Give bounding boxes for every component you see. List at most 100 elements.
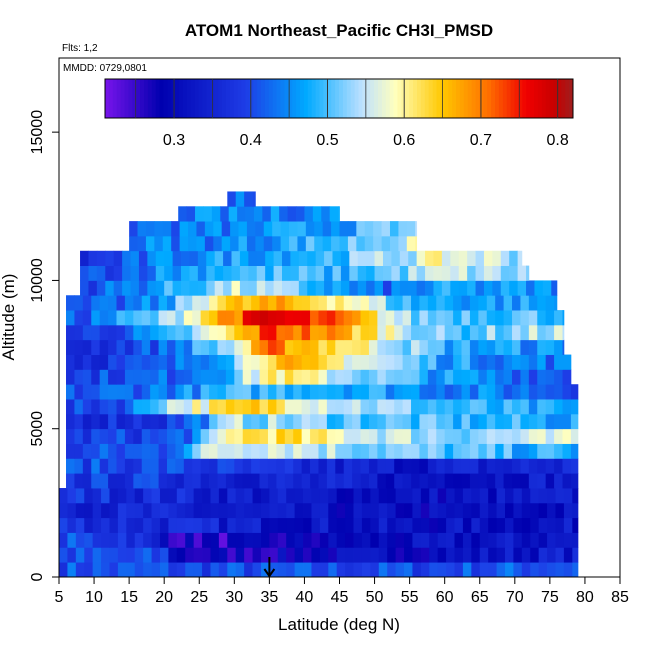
heatmap-cell: [310, 399, 319, 415]
heatmap-cell: [495, 443, 504, 459]
heatmap-cell: [310, 473, 319, 489]
heatmap-cell: [441, 265, 451, 281]
heatmap-cell: [280, 235, 290, 252]
heatmap-cell: [293, 473, 303, 489]
heatmap-cell: [276, 339, 286, 355]
heatmap-cell: [175, 310, 185, 326]
heatmap-cell: [151, 532, 161, 548]
colorbar-swatch: [456, 79, 461, 118]
heatmap-cell: [318, 473, 328, 489]
x-tick-label: 85: [611, 589, 629, 606]
heatmap-cell: [467, 250, 476, 266]
heatmap-cell: [427, 324, 437, 341]
heatmap-cell: [318, 458, 328, 474]
heatmap-cell: [91, 384, 101, 400]
heatmap-cell: [338, 206, 340, 222]
heatmap-cell: [377, 473, 387, 489]
heatmap-cell: [520, 295, 530, 311]
heatmap-cell: [545, 443, 555, 459]
heatmap-cell: [289, 221, 298, 237]
heatmap-cell: [175, 384, 185, 400]
heatmap-cell: [339, 221, 349, 237]
heatmap-cell: [305, 235, 315, 252]
heatmap-cell: [554, 339, 563, 355]
heatmap-cell: [242, 354, 252, 370]
heatmap-cell: [572, 488, 579, 504]
heatmap-cell: [343, 428, 353, 444]
heatmap-cell: [343, 354, 353, 370]
heatmap-cell: [488, 547, 497, 563]
heatmap-cell: [352, 324, 361, 341]
heatmap-cell: [192, 413, 202, 430]
heatmap-cell: [256, 265, 266, 281]
heatmap-cell: [381, 221, 391, 237]
heatmap-cell: [408, 265, 418, 281]
heatmap-cell: [130, 280, 140, 296]
colorbar-swatch: [241, 79, 246, 118]
heatmap-cell: [328, 502, 338, 519]
heatmap-cell: [251, 384, 260, 400]
heatmap-cell: [91, 443, 101, 459]
colorbar-swatch: [346, 79, 352, 118]
colorbar-swatch: [303, 79, 309, 118]
heatmap-cell: [225, 354, 235, 370]
heatmap-cell: [168, 562, 178, 578]
heatmap-cell: [130, 265, 140, 281]
heatmap-cell: [318, 443, 328, 459]
heatmap-cell: [82, 443, 92, 459]
heatmap-cell: [345, 488, 354, 504]
heatmap-cell: [381, 235, 391, 252]
heatmap-cell: [545, 354, 555, 370]
heatmap-cell: [296, 206, 305, 222]
heatmap-cell: [74, 354, 84, 370]
heatmap-cell: [412, 502, 422, 519]
heatmap-cell: [570, 413, 579, 430]
colorbar-swatch: [144, 79, 149, 118]
heatmap-cell: [318, 339, 328, 355]
heatmap-cell: [382, 250, 392, 266]
heatmap-cell: [408, 280, 418, 296]
heatmap-cell: [84, 547, 94, 563]
heatmap-cell: [450, 250, 460, 266]
heatmap-cell: [239, 250, 249, 266]
heatmap-cell: [141, 324, 151, 341]
heatmap-cell: [124, 339, 134, 355]
heatmap-cell: [82, 295, 92, 311]
heatmap-cell: [411, 384, 420, 400]
heatmap-cell: [251, 473, 260, 489]
heatmap-cell: [425, 265, 434, 281]
heatmap-cell: [562, 399, 572, 415]
x-tick-label: 80: [576, 589, 594, 606]
heatmap-cell: [377, 384, 387, 400]
colorbar-tick-label: 0.5: [316, 132, 338, 149]
heatmap-cell: [436, 369, 446, 385]
heatmap-cell: [75, 562, 85, 578]
heatmap-cell: [488, 488, 497, 504]
heatmap-cell: [242, 339, 252, 355]
heatmap-cell: [133, 458, 143, 474]
heatmap-cell: [267, 413, 277, 430]
heatmap-cell: [402, 473, 412, 489]
heatmap-cell: [74, 324, 84, 341]
heatmap-cell: [360, 473, 370, 489]
heatmap-cell: [259, 295, 269, 311]
heatmap-cell: [420, 517, 430, 533]
heatmap-cell: [444, 354, 454, 370]
heatmap-cell: [301, 443, 311, 459]
heatmap-cell: [276, 369, 286, 385]
heatmap-cell: [319, 562, 329, 578]
heatmap-cell: [284, 369, 294, 385]
heatmap-cell: [82, 428, 92, 444]
heatmap-cell: [293, 384, 303, 400]
heatmap-cell: [521, 488, 531, 504]
heatmap-cell: [141, 339, 151, 355]
heatmap-cell: [175, 339, 185, 355]
heatmap-cell: [368, 295, 378, 311]
heatmap-cell: [133, 354, 143, 370]
colorbar-swatch: [405, 79, 410, 118]
heatmap-cell: [530, 502, 540, 519]
colorbar-swatch: [225, 79, 231, 118]
heatmap-cell: [336, 517, 346, 533]
heatmap-cell: [528, 339, 538, 355]
heatmap-cell: [244, 532, 253, 548]
